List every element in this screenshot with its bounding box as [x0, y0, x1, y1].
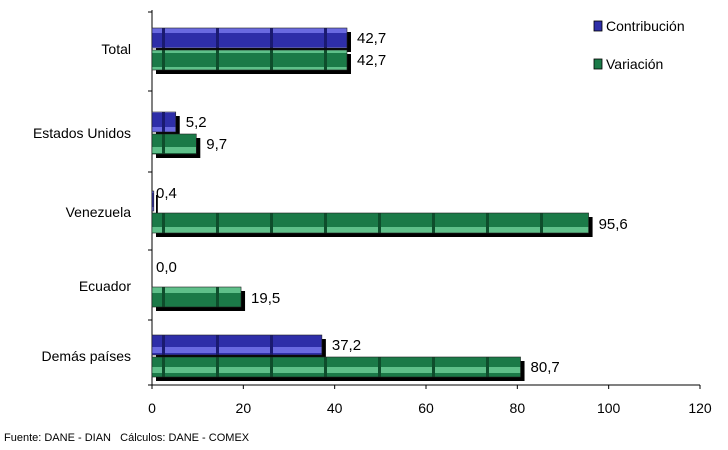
bar-contribucion-venezuela: [151, 190, 155, 212]
x-tick-label: 0: [148, 400, 156, 416]
category-label: Estados Unidos: [33, 125, 131, 141]
x-tick-label: 120: [688, 400, 712, 416]
value-label: 19,5: [251, 290, 280, 307]
bar-variacion-total: [151, 49, 348, 71]
legend-swatch-contribucion: [593, 20, 603, 32]
value-label: 95,6: [599, 216, 628, 233]
legend-swatch-variacion: [593, 58, 603, 70]
legend: Contribución Variación: [593, 18, 685, 72]
value-label: 0,0: [156, 259, 177, 276]
bar-variacion-estados-unidos: [151, 133, 197, 155]
bar-variacion-venezuela: [151, 212, 589, 234]
legend-label-contribucion: Contribución: [606, 18, 685, 34]
value-label: 42,7: [357, 52, 386, 69]
value-label: 0,4: [156, 185, 177, 202]
value-label: 37,2: [332, 337, 361, 354]
category-label: Ecuador: [79, 278, 131, 294]
bar-contribucion-venezuela-shadow: [156, 195, 158, 215]
legend-label-variacion: Variación: [606, 56, 663, 72]
bar-contribucion-estados-unidos: [151, 111, 177, 133]
bar-contribucion-total: [151, 27, 348, 49]
value-label: 80,7: [531, 359, 560, 376]
x-tick-label: 40: [327, 400, 343, 416]
bar-variacion-ecuador: [151, 286, 242, 308]
category-label: Venezuela: [66, 204, 132, 220]
bar-variacion-demas-paises: [151, 356, 521, 378]
x-tick-label: 20: [236, 400, 252, 416]
category-labels: Total Estados Unidos Venezuela Ecuador Demás…: [33, 41, 131, 364]
value-labels: 42,7 42,7 5,2 9,7 0,4 95,6 0,0 19,5 37,2 80,7: [156, 30, 628, 376]
bars: [151, 27, 593, 381]
value-label: 9,7: [206, 136, 227, 153]
bar-contribucion-demas-paises: [151, 334, 323, 356]
value-label: 42,7: [357, 30, 386, 47]
category-label: Total: [101, 41, 131, 57]
category-label: Demás países: [42, 348, 131, 364]
value-label: 5,2: [186, 114, 207, 131]
x-tick-label: 60: [418, 400, 434, 416]
x-tick-label: 80: [510, 400, 526, 416]
x-axis-ticks: 0 20 40 60 80 100 120: [148, 385, 712, 416]
x-tick-label: 100: [597, 400, 621, 416]
source-note: Fuente: DANE - DIAN Cálculos: DANE - COM…: [4, 432, 250, 444]
